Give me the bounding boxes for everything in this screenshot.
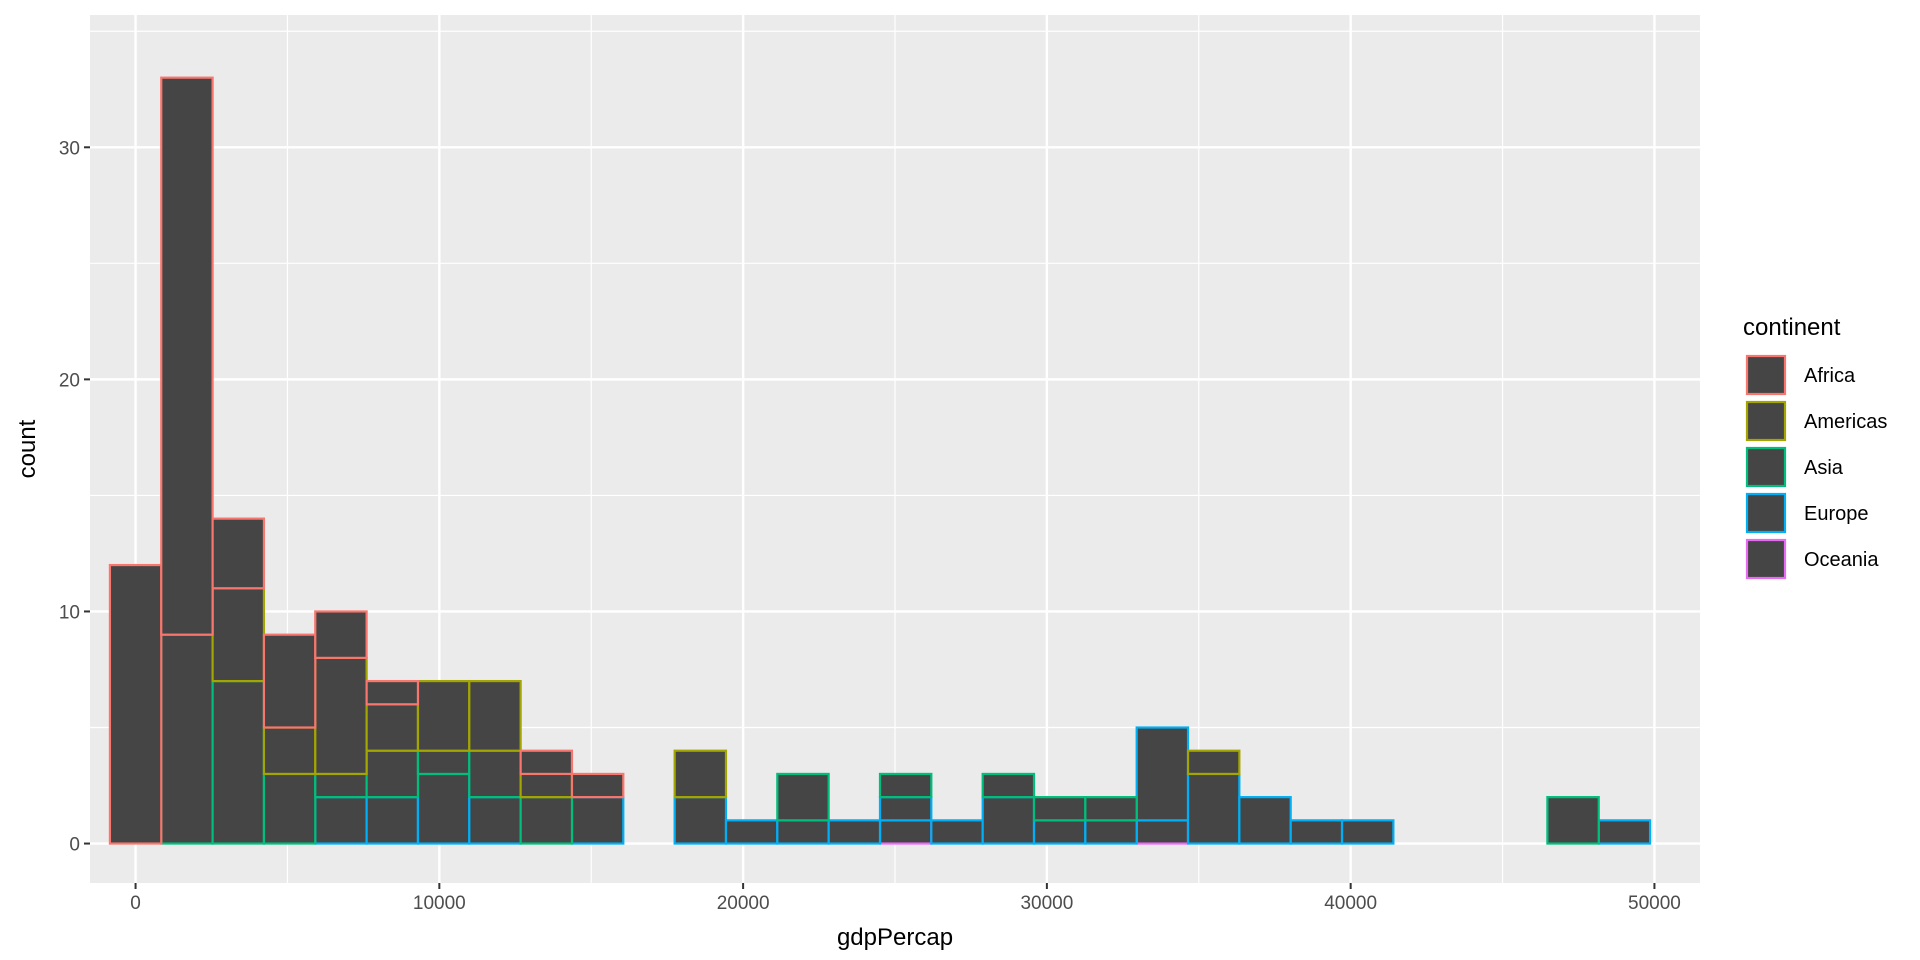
x-tick-label: 30000 xyxy=(1020,893,1073,914)
x-tick-label: 40000 xyxy=(1324,893,1377,914)
x-tick-label: 50000 xyxy=(1628,893,1681,914)
bar-segment-africa xyxy=(262,633,317,729)
bar-segment-europe xyxy=(314,796,368,845)
bar-segment-europe xyxy=(724,819,779,845)
bar-segment-europe xyxy=(1186,772,1241,845)
bar-segment-asia xyxy=(314,772,368,799)
bar-segment-americas xyxy=(262,726,317,776)
bar-segment-asia xyxy=(365,749,420,799)
bar-segment-europe xyxy=(570,796,625,845)
bar-segment-americas xyxy=(211,587,266,683)
bar-segment-europe xyxy=(1032,819,1087,845)
legend-key-africa xyxy=(1745,354,1787,396)
bar-segment-asia xyxy=(1084,796,1138,822)
bar-segment-asia xyxy=(211,679,266,845)
bar-segment-europe xyxy=(930,819,984,845)
legend-key-europe xyxy=(1745,492,1787,534)
bar-segment-europe xyxy=(416,772,471,845)
bar-segment-europe xyxy=(1135,726,1190,822)
bar-segment-europe xyxy=(776,819,830,845)
bar-segment-africa xyxy=(160,76,214,636)
bar-segment-americas xyxy=(519,772,574,799)
bar-segment-americas xyxy=(365,703,420,752)
legend-label-americas: Americas xyxy=(1804,411,1887,433)
bar-segment-oceania xyxy=(878,819,933,845)
bar-segment-asia xyxy=(878,772,933,799)
minor-gridlines xyxy=(90,15,1700,883)
histogram-bars xyxy=(108,76,1652,845)
y-axis-title: count xyxy=(14,419,41,478)
bar-segment-europe xyxy=(827,819,882,845)
bar-segment-americas xyxy=(314,656,368,776)
bar-segment-asia xyxy=(776,772,830,822)
bar-segment-asia xyxy=(468,749,522,799)
bar-segment-asia xyxy=(519,796,574,845)
bar-segment-americas xyxy=(673,749,728,799)
legend-key-americas xyxy=(1745,400,1787,442)
bar-segment-europe xyxy=(1084,819,1138,845)
bar-segment-europe xyxy=(1340,819,1395,845)
y-tick-label: 0 xyxy=(69,835,80,856)
bar-segment-europe xyxy=(365,796,420,845)
legend-label-oceania: Oceania xyxy=(1804,549,1879,571)
x-tick-label: 20000 xyxy=(717,893,770,914)
y-tick-label: 20 xyxy=(59,370,80,391)
bar-segment-asia xyxy=(981,772,1036,799)
x-axis-title: gdpPercap xyxy=(837,924,953,951)
legend-label-africa: Africa xyxy=(1804,365,1856,387)
bar-segment-europe xyxy=(878,796,933,822)
bar-segment-europe xyxy=(981,796,1036,845)
legend-key-asia xyxy=(1745,446,1787,488)
bar-segment-africa xyxy=(365,679,420,706)
bar-segment-asia xyxy=(1546,796,1600,845)
bar-segment-asia xyxy=(262,772,317,845)
bar-segment-africa xyxy=(570,772,625,799)
bar-segment-africa xyxy=(519,749,574,776)
bar-segment-africa xyxy=(314,610,368,659)
bar-segment-africa xyxy=(211,517,266,590)
x-tick-label: 0 xyxy=(130,893,141,914)
y-tick-label: 10 xyxy=(59,602,80,623)
bar-segment-americas xyxy=(468,679,522,752)
bar-segment-americas xyxy=(416,679,471,752)
legend-key-oceania xyxy=(1745,538,1787,580)
bar-segment-europe xyxy=(1238,796,1292,845)
bar-segment-europe xyxy=(1597,819,1652,845)
bar-segment-asia xyxy=(160,633,214,845)
bar-segment-africa xyxy=(108,563,163,845)
bar-segment-asia xyxy=(416,749,471,776)
bar-segment-europe xyxy=(1289,819,1344,845)
legend-label-asia: Asia xyxy=(1804,457,1844,479)
y-tick-label: 30 xyxy=(59,138,80,159)
legend-title: continent xyxy=(1743,314,1841,341)
bar-segment-europe xyxy=(468,796,522,845)
legend-label-europe: Europe xyxy=(1804,503,1869,525)
bar-segment-oceania xyxy=(1135,819,1190,845)
legend: continent Africa Americas Asia Europe Oceani… xyxy=(1743,314,1887,580)
bar-segment-europe xyxy=(673,796,728,845)
axes: 0 10000 20000 30000 40000 50000 0 10 20 30 xyxy=(59,138,1681,914)
x-tick-label: 10000 xyxy=(413,893,466,914)
bar-segment-americas xyxy=(1186,749,1241,776)
bar-segment-asia xyxy=(1032,796,1087,822)
